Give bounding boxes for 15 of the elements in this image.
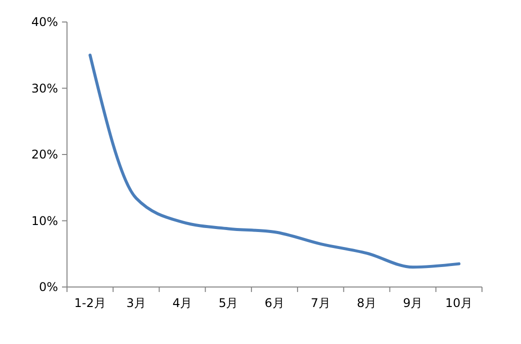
x-tick-label: 9月 (403, 296, 423, 310)
line-series (88, 54, 460, 269)
x-tick-label: 4月 (172, 296, 192, 310)
y-tick-label: 30% (31, 81, 58, 96)
y-tick-label: 0% (38, 280, 58, 294)
x-tick-label: 1-2月 (74, 296, 106, 310)
y-tick-label: 20% (31, 148, 58, 162)
x-tick-label: 8月 (356, 296, 377, 310)
x-tick-label: 6月 (264, 296, 284, 310)
x-tick-label: 3月 (126, 296, 146, 310)
x-tick-label: 5月 (218, 296, 238, 310)
x-tick-label: 7月 (310, 296, 330, 310)
y-tick-label: 10% (31, 214, 58, 228)
y-tick-label: 40% (31, 15, 58, 30)
x-tick-label: 10月 (445, 296, 473, 310)
